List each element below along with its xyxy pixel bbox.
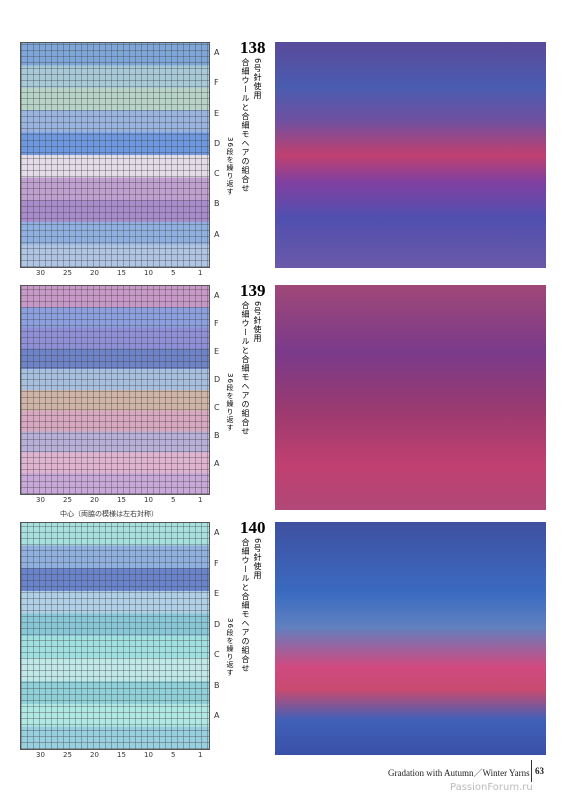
yarn-info: 合細ウールと合細モヘアの組合せ [241,301,250,436]
watermark: PassionForum.ru [450,782,533,793]
chart-grid [21,523,209,749]
column-label: 10 [144,269,153,277]
repeat-info: 36段を繰り返す [226,617,234,677]
row-label: A [214,528,220,537]
column-label: 5 [171,269,176,277]
chart-grid [21,286,209,494]
yarn-info: 合細ウールと合細モヘアの組合せ [241,58,250,193]
repeat-info: 36段を繰り返す [226,136,234,196]
row-label: A [214,291,220,300]
column-label: 25 [63,269,72,277]
column-label: 1 [198,496,203,504]
row-label: E [214,108,220,118]
row-label: E [214,589,220,599]
column-label: 5 [171,496,176,504]
column-label: 25 [63,496,72,504]
pattern-number: 140 [240,518,266,537]
column-label: 20 [90,751,99,759]
row-label: A [214,711,220,721]
row-label: C [214,403,220,412]
needle-info: 6号針使用 [253,301,262,344]
column-label: 20 [90,269,99,277]
column-label: 15 [117,269,126,277]
needle-info: 6号針使用 [253,58,262,101]
swatch-photo [275,522,546,755]
row-label: F [214,319,219,328]
column-label: 15 [117,496,126,504]
row-label: C [214,650,220,660]
pattern-number: 139 [240,281,266,300]
column-label: 20 [90,496,99,504]
yarn-info: 合細ウールと合細モヘアの組合せ [241,538,250,673]
row-label: D [214,138,221,148]
column-label: 1 [198,751,203,759]
row-label: C [214,169,220,179]
row-label: B [214,431,220,440]
stitch-chart [20,285,210,495]
column-label: 10 [144,496,153,504]
column-label: 30 [36,751,45,759]
row-label: A [214,48,220,57]
swatch-photo [275,42,546,268]
column-label: 15 [117,751,126,759]
footer-caption: Gradation with Autumn／Winter Yarns [388,768,530,778]
column-label: 30 [36,269,45,277]
row-label: A [214,459,220,468]
column-label: 25 [63,751,72,759]
row-label: E [214,347,220,356]
repeat-info: 36段を繰り返す [226,373,234,433]
row-label: A [214,229,220,239]
row-label: F [214,78,219,88]
divider [531,760,532,782]
column-label: 10 [144,751,153,759]
row-label: B [214,199,220,209]
pattern-number: 138 [240,38,266,57]
stitch-chart [20,522,210,750]
row-label: D [214,375,221,384]
needle-info: 6号針使用 [253,538,262,581]
chart-note: 中心（両脇の模様は左右対称） [60,510,158,518]
chart-grid [21,43,209,267]
row-label: B [214,680,220,690]
page-number: 63 [535,766,544,776]
swatch-photo [275,285,546,510]
row-label: D [214,619,221,629]
stitch-chart [20,42,210,268]
column-label: 30 [36,496,45,504]
row-label: F [214,558,219,568]
column-label: 5 [171,751,176,759]
column-label: 1 [198,269,203,277]
